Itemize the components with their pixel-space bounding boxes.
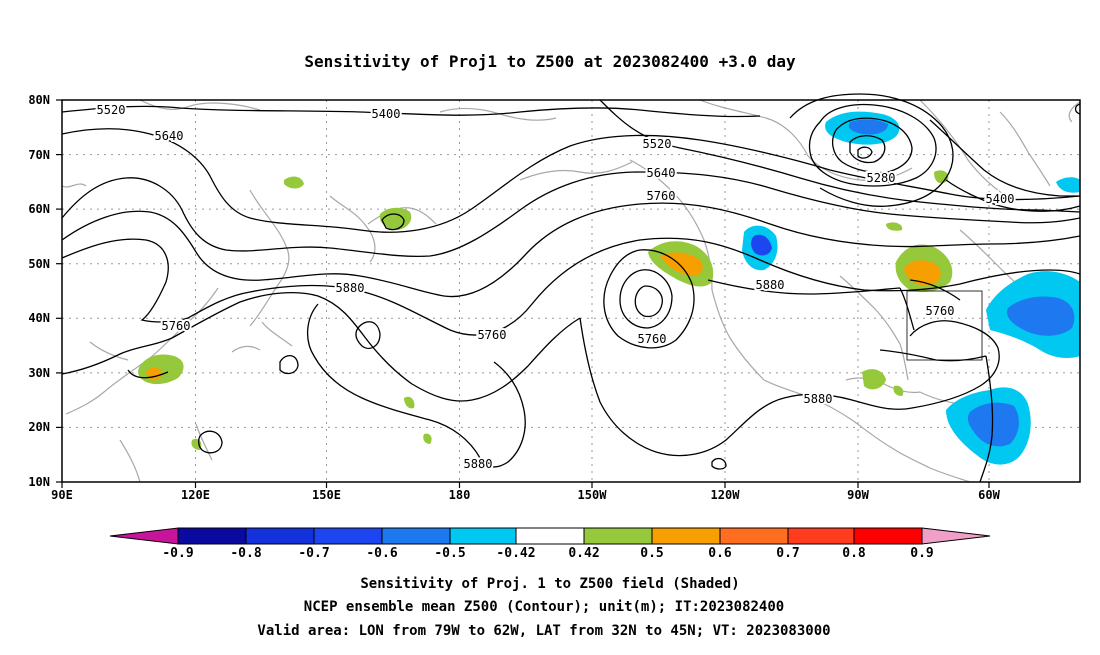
contour-label: 5520	[97, 103, 126, 117]
coastlines	[61, 99, 1081, 483]
contour-label: 5520	[643, 137, 672, 151]
colorbar-swatch	[853, 527, 923, 545]
colorbar-tick-label: 0.42	[568, 546, 599, 561]
colorbar-tick-label: -0.7	[298, 546, 329, 561]
contour-label: 5640	[647, 166, 676, 180]
colorbar-swatch	[787, 527, 855, 545]
contour-label: 5760	[478, 328, 507, 342]
colorbar-tick-label: -0.5	[434, 546, 465, 561]
lat-label: 70N	[28, 148, 50, 162]
lon-label: 60W	[978, 488, 1000, 502]
shade-positive-small-4	[886, 222, 903, 231]
contour-label: 5880	[336, 281, 365, 295]
map-panel: 5520 5400 5640 5520 5640 5760 5280 5400 …	[28, 93, 1081, 502]
colorbar-swatch	[583, 527, 653, 545]
colorbar-swatch	[313, 527, 383, 545]
colorbar-tick-label: -0.9	[162, 546, 193, 561]
contour-label: 5760	[162, 319, 191, 333]
colorbar-tick-label: -0.6	[366, 546, 397, 561]
colorbar-swatch	[651, 527, 721, 545]
shade-negative-atlantic-south-core	[967, 402, 1019, 447]
shade-negative-atlantic-north-core	[1006, 296, 1075, 336]
lon-label: 180	[449, 488, 471, 502]
caption-line-2: NCEP ensemble mean Z500 (Contour); unit(…	[304, 599, 784, 615]
colorbar-tick-label: -0.8	[230, 546, 261, 561]
figure-title: Sensitivity of Proj1 to Z500 at 20230824…	[304, 52, 796, 71]
shade-positive-small-1	[284, 176, 304, 189]
contour-label: 5880	[464, 457, 493, 471]
colorbar-swatch	[515, 527, 585, 545]
caption-line-3: Valid area: LON from 79W to 62W, LAT fro…	[257, 623, 830, 639]
shade-negative-canada-west-core	[751, 234, 772, 256]
colorbar-swatch	[719, 527, 789, 545]
colorbar-swatch	[245, 527, 315, 545]
shade-negative-east	[1056, 177, 1080, 193]
lat-label: 60N	[28, 202, 50, 216]
colorbar-arrow-low	[109, 527, 179, 545]
colorbar-swatch	[449, 527, 517, 545]
contour-label: 5880	[756, 278, 785, 292]
colorbar-tick-label: 0.9	[910, 546, 933, 561]
contour-label: 5640	[155, 129, 184, 143]
map-frame	[61, 99, 1081, 483]
lat-label: 30N	[28, 366, 50, 380]
contour-label: 5760	[647, 189, 676, 203]
colorbar-tick-label: 0.8	[842, 546, 866, 561]
colorbar-tick-label: 0.6	[708, 546, 732, 561]
z500-contours	[61, 93, 1081, 483]
lat-label: 10N	[28, 475, 50, 489]
colorbar-swatch	[381, 527, 451, 545]
shade-negative-canada-core	[848, 119, 888, 135]
contour-label: 5280	[867, 171, 896, 185]
shade-positive-small-6	[423, 433, 432, 444]
colorbar: -0.9 -0.8 -0.7 -0.6 -0.5 -0.42 0.42 0.5 …	[109, 527, 991, 561]
contour-label: 5400	[986, 192, 1015, 206]
colorbar-arrow-high	[921, 527, 991, 545]
lon-label: 90E	[51, 488, 73, 502]
shade-positive-small-8	[893, 385, 904, 396]
lat-label: 20N	[28, 420, 50, 434]
lat-label: 40N	[28, 311, 50, 325]
latitude-labels: 80N 70N 60N 50N 40N 30N 20N 10N	[28, 93, 50, 489]
shade-positive-greatlakes-core	[904, 260, 941, 286]
lat-label: 50N	[28, 257, 50, 271]
axis-ticks	[56, 99, 990, 488]
contour-label: 5760	[926, 304, 955, 318]
lon-label: 120W	[711, 488, 741, 502]
shade-positive-small-2	[862, 369, 886, 390]
colorbar-tick-label: 0.5	[640, 546, 663, 561]
contour-label: 5400	[372, 107, 401, 121]
lon-label: 150W	[578, 488, 608, 502]
colorbar-tick-label: 0.7	[776, 546, 799, 561]
contour-label: 5760	[638, 332, 667, 346]
lon-label: 120E	[181, 488, 210, 502]
longitude-labels: 90E 120E 150E 180 150W 120W 90W 60W	[51, 488, 1000, 502]
contour-label: 5880	[804, 392, 833, 406]
lat-label: 80N	[28, 93, 50, 107]
valid-area-box	[906, 290, 983, 361]
shade-positive-small-5	[404, 396, 415, 409]
contour-labels: 5520 5400 5640 5520 5640 5760 5280 5400 …	[95, 101, 1017, 473]
colorbar-tick-label: -0.42	[496, 546, 535, 561]
caption-line-1: Sensitivity of Proj. 1 to Z500 field (Sh…	[360, 576, 739, 592]
sensitivity-shading	[138, 111, 1080, 465]
lon-label: 150E	[312, 488, 341, 502]
colorbar-swatch	[177, 527, 247, 545]
lon-label: 90W	[847, 488, 869, 502]
